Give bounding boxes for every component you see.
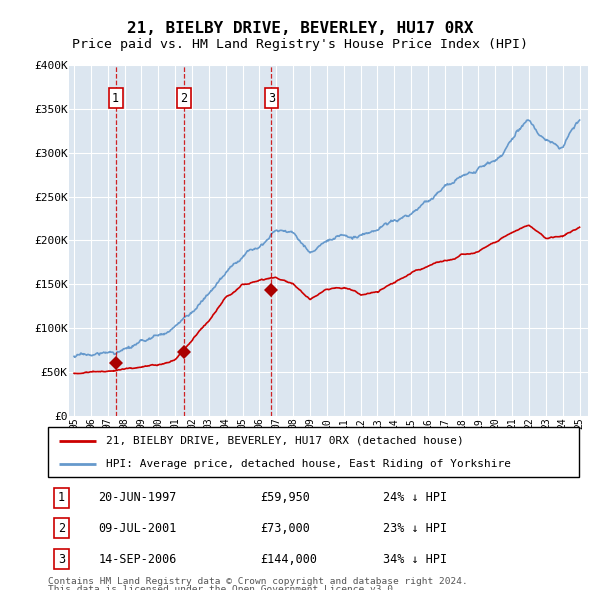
- Text: £59,950: £59,950: [260, 491, 310, 504]
- Text: 1: 1: [58, 491, 65, 504]
- Text: This data is licensed under the Open Government Licence v3.0.: This data is licensed under the Open Gov…: [48, 585, 399, 590]
- Text: HPI: Average price, detached house, East Riding of Yorkshire: HPI: Average price, detached house, East…: [106, 459, 511, 469]
- Text: 3: 3: [58, 553, 65, 566]
- Text: 21, BIELBY DRIVE, BEVERLEY, HU17 0RX: 21, BIELBY DRIVE, BEVERLEY, HU17 0RX: [127, 21, 473, 35]
- Text: £73,000: £73,000: [260, 522, 310, 535]
- Text: 1: 1: [112, 92, 119, 105]
- Text: 34% ↓ HPI: 34% ↓ HPI: [383, 553, 446, 566]
- Text: 24% ↓ HPI: 24% ↓ HPI: [383, 491, 446, 504]
- Text: Price paid vs. HM Land Registry's House Price Index (HPI): Price paid vs. HM Land Registry's House …: [72, 38, 528, 51]
- Text: 21, BIELBY DRIVE, BEVERLEY, HU17 0RX (detached house): 21, BIELBY DRIVE, BEVERLEY, HU17 0RX (de…: [106, 435, 464, 445]
- Text: 14-SEP-2006: 14-SEP-2006: [98, 553, 177, 566]
- Text: 2: 2: [181, 92, 187, 105]
- Text: Contains HM Land Registry data © Crown copyright and database right 2024.: Contains HM Land Registry data © Crown c…: [48, 577, 468, 586]
- Text: 3: 3: [268, 92, 275, 105]
- Text: 09-JUL-2001: 09-JUL-2001: [98, 522, 177, 535]
- Text: 2: 2: [58, 522, 65, 535]
- Text: £144,000: £144,000: [260, 553, 317, 566]
- Text: 20-JUN-1997: 20-JUN-1997: [98, 491, 177, 504]
- Text: 23% ↓ HPI: 23% ↓ HPI: [383, 522, 446, 535]
